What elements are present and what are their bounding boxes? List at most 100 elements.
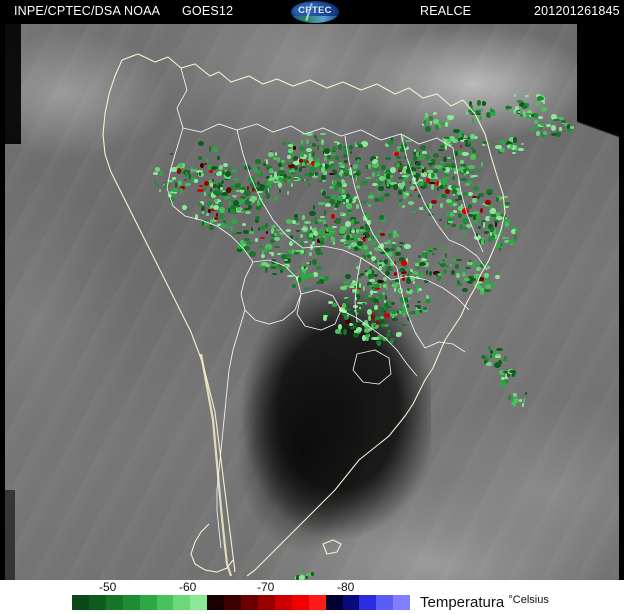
convective-cell <box>235 183 241 188</box>
convective-cell <box>450 270 456 276</box>
convective-cell <box>243 230 249 235</box>
convective-cell <box>355 288 360 294</box>
convective-cell <box>240 187 246 190</box>
convective-cell <box>481 220 485 227</box>
convective-cell <box>371 171 375 177</box>
convective-cell <box>305 262 311 265</box>
convective-cell <box>174 182 177 188</box>
border-brazil-north <box>304 127 454 149</box>
convective-cell <box>419 144 427 150</box>
convective-cell <box>366 229 370 232</box>
convective-cell <box>409 193 414 198</box>
convective-cell <box>279 173 287 179</box>
convective-cell <box>356 318 361 323</box>
convective-cell <box>461 207 469 214</box>
convective-cell <box>329 185 334 190</box>
convective-cell <box>489 112 496 117</box>
convective-cell <box>210 203 213 210</box>
convective-cell <box>386 184 392 189</box>
convective-cell <box>278 182 282 188</box>
coastline-pacific <box>102 59 236 573</box>
convective-cell <box>449 157 452 161</box>
convective-cell <box>256 190 263 193</box>
convective-cell <box>323 219 326 225</box>
convective-cell <box>473 213 478 220</box>
convective-cell <box>399 269 402 273</box>
convective-cell <box>235 189 240 193</box>
convective-cell <box>358 307 362 309</box>
convective-cell <box>496 215 503 220</box>
convective-cell <box>507 373 511 377</box>
convective-cell <box>341 193 346 200</box>
convective-cell <box>295 237 298 240</box>
convective-cell <box>351 279 356 286</box>
convective-cell <box>179 188 184 194</box>
convective-cell <box>264 222 268 228</box>
convective-cell <box>301 133 307 136</box>
convective-cell <box>345 298 351 303</box>
convective-cell <box>298 167 303 172</box>
image-header: INPE/CPTEC/DSA NOAA GOES12 CPTEC REALCE … <box>0 0 624 24</box>
convective-cell <box>381 306 387 311</box>
convective-cell <box>292 155 299 161</box>
convective-cell <box>286 253 293 257</box>
convective-cell <box>338 324 343 330</box>
convective-cell <box>459 234 463 237</box>
convective-cell <box>272 180 280 183</box>
convective-cell <box>418 166 426 170</box>
convective-cell <box>353 235 359 240</box>
border-colombia-venezuela <box>176 67 306 135</box>
convective-cell <box>233 195 237 199</box>
convective-cell <box>466 110 469 115</box>
convective-cell <box>514 230 517 234</box>
convective-cell <box>494 219 500 224</box>
convective-cell <box>493 233 497 240</box>
colorbar-swatch-8 <box>207 595 225 610</box>
convective-cell <box>390 247 396 251</box>
convective-cell <box>271 252 274 257</box>
convective-cell <box>465 182 470 187</box>
convective-cell <box>218 201 223 207</box>
convective-cell <box>314 248 322 254</box>
convective-cell <box>424 298 432 304</box>
convective-cell <box>312 272 319 278</box>
convective-cell <box>400 271 408 275</box>
scan-edge-top-right <box>577 24 619 224</box>
convective-cell <box>204 181 210 186</box>
convective-cell <box>569 125 574 130</box>
convective-cell <box>325 202 332 208</box>
convective-cell <box>358 238 364 244</box>
convective-cell <box>384 283 387 286</box>
convective-cell <box>365 335 369 342</box>
convective-cell <box>525 115 532 119</box>
convective-cell <box>359 226 364 231</box>
convective-cell <box>294 213 298 219</box>
convective-cell <box>458 137 461 142</box>
convective-cell <box>463 169 466 173</box>
convective-cell <box>279 167 284 171</box>
convective-cell <box>311 241 316 246</box>
tierra-del-fuego <box>190 523 234 573</box>
convective-cell <box>374 316 381 322</box>
convective-cell <box>429 119 432 126</box>
convective-cell <box>317 164 324 170</box>
convective-cell <box>473 185 480 192</box>
convective-cell <box>373 287 376 291</box>
convective-cell <box>382 292 385 296</box>
convective-cell <box>255 238 259 242</box>
convective-cell <box>212 184 217 188</box>
convective-cell <box>405 139 412 143</box>
convective-cell <box>476 112 481 115</box>
legend-title: Temperatura <box>420 594 505 611</box>
convective-cell <box>484 289 491 292</box>
convective-cell <box>318 237 326 241</box>
convective-cell <box>286 179 292 184</box>
convective-cell <box>398 199 402 203</box>
convective-cell <box>509 369 517 373</box>
convective-cell <box>354 283 362 289</box>
convective-cell <box>294 222 301 226</box>
convective-cell <box>473 275 479 280</box>
convective-cell <box>354 172 359 176</box>
convective-cell <box>536 95 544 101</box>
convective-cell <box>513 397 520 403</box>
